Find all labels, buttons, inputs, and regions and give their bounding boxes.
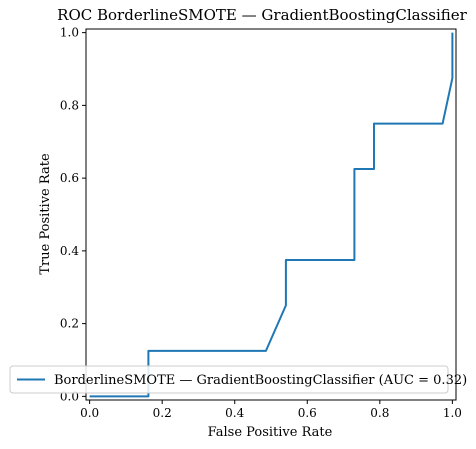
x-tick-label: 1.0 [443,406,462,420]
axis-ticks: 0.0 0.2 0.4 0.6 0.8 1.00.00.20.40.60.81.0 [60,26,462,420]
y-axis-label: True Positive Rate [38,153,53,275]
legend-box [9,365,449,394]
x-tick-label: 0.2 [153,406,172,420]
y-tick-label: 1.0 [60,26,79,40]
x-tick-label: 0.4 [225,406,244,420]
x-tick-label: 0.6 [298,406,317,420]
x-tick-label: 0.8 [370,406,389,420]
x-tick-label: 0.0 [80,406,99,420]
chart-title: ROC BorderlineSMOTE — GradientBoostingCl… [57,6,467,24]
plot-area-frame [85,28,457,401]
y-tick-label: 0.6 [60,171,79,185]
legend: BorderlineSMOTE — GradientBoostingClassi… [9,365,467,394]
roc-curve-line [89,32,454,398]
x-axis-label: False Positive Rate [208,425,333,440]
y-tick-label: 0.4 [60,244,79,258]
y-tick-label: 0.8 [60,98,79,112]
y-tick-label: 0.2 [60,317,79,331]
series-layer [89,32,454,398]
legend-label: BorderlineSMOTE — GradientBoostingClassi… [54,373,467,388]
